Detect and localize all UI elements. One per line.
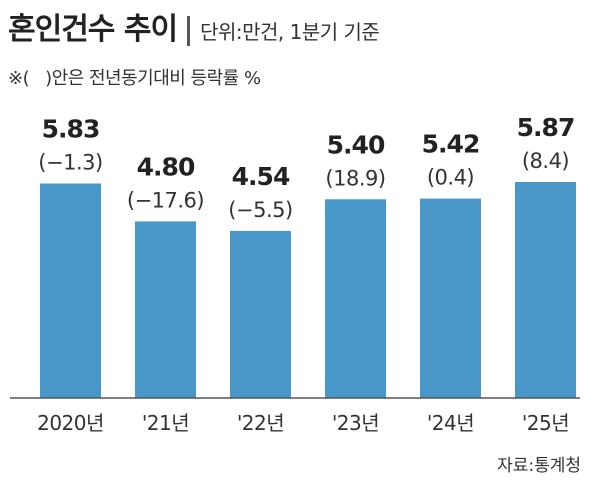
x-tick-label-0: 2020년 [37,411,104,435]
chart-header: 혼인건수 추이 단위:만건, 1분기 기준 [8,8,380,48]
change-label-1: (−17.6) [127,188,204,212]
chart-note: ※( )안은 전년동기대비 등락률 % [8,64,261,90]
note-symbol: ※( [8,68,30,89]
note-text: )안은 전년동기대비 등락률 % [45,68,261,89]
change-label-2: (−5.5) [228,198,292,222]
bar-1 [135,221,196,398]
bar-4 [420,198,481,398]
x-tick-label-5: '25년 [522,411,569,435]
value-label-5: 5.87 [517,113,575,142]
change-label-5: (8.4) [522,149,569,173]
title-divider [187,16,191,46]
value-label-0: 5.83 [42,115,100,144]
value-label-4: 5.42 [422,130,480,159]
value-label-2: 4.54 [232,162,290,191]
bar-5 [515,182,576,398]
bar-2 [230,230,291,398]
value-label-3: 5.40 [327,130,385,159]
source-label: 자료:통계청 [497,456,581,476]
bar-0 [40,183,101,398]
value-label-1: 4.80 [137,152,195,181]
x-tick-label-4: '24년 [427,411,474,435]
unit-label: 단위:만건, 1분기 기준 [200,20,380,44]
x-tick-label-3: '23년 [332,411,379,435]
change-label-4: (0.4) [427,166,474,190]
change-label-3: (18.9) [325,166,385,190]
bar-3 [325,199,386,398]
x-tick-label-2: '22년 [237,411,284,435]
change-label-0: (−1.3) [38,151,102,175]
chart-title: 혼인건수 추이 [8,12,178,47]
x-tick-label-1: '21년 [142,411,189,435]
